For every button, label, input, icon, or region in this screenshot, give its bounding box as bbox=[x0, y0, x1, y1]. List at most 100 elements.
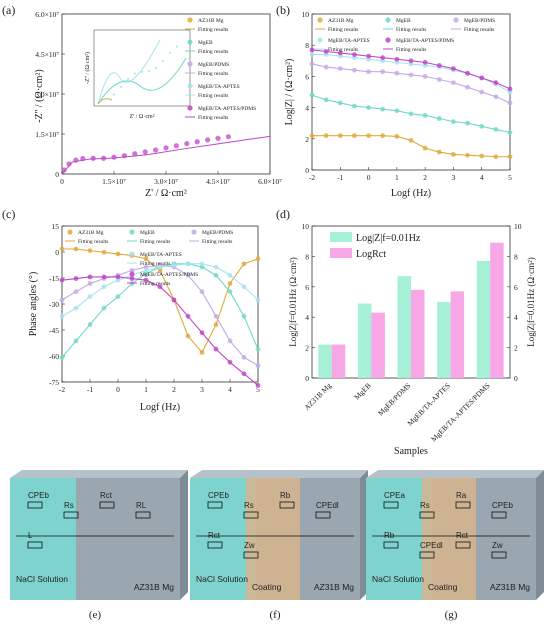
y-tick-label-right: 10 bbox=[514, 222, 522, 231]
series-point bbox=[59, 277, 65, 283]
legend-fit-label: Fitting results bbox=[198, 93, 228, 99]
series-point bbox=[394, 70, 400, 76]
block-top bbox=[366, 470, 544, 478]
legend-fit-label: Fitting results bbox=[198, 71, 228, 77]
legend-fit-label: Fitting results bbox=[198, 27, 228, 33]
series-point bbox=[87, 281, 93, 286]
legend-fit-label: Fitting results bbox=[140, 239, 170, 245]
x-tick-label: -1 bbox=[337, 173, 343, 182]
series-point bbox=[366, 69, 371, 75]
series-point bbox=[507, 86, 513, 92]
series-point bbox=[199, 350, 205, 355]
series-point bbox=[59, 313, 65, 319]
series-point bbox=[87, 322, 93, 327]
solution-label: NaCl Solution bbox=[372, 574, 424, 584]
series-point bbox=[408, 58, 414, 64]
panel-a-xlabel: Z' / Ω·cm² bbox=[145, 188, 187, 199]
circuit-element-label: CPEdl bbox=[420, 541, 443, 550]
y-tick-label: -60 bbox=[49, 352, 59, 361]
category-label: MgEB bbox=[352, 381, 373, 402]
bar-logz bbox=[357, 303, 372, 378]
legend-fit-label: Fitting results bbox=[198, 49, 228, 55]
block-top bbox=[190, 470, 368, 478]
series-point bbox=[73, 305, 79, 311]
series-point bbox=[465, 120, 470, 126]
legend-marker bbox=[385, 37, 391, 43]
series-point bbox=[143, 264, 149, 270]
y-tick-label: 3.0×10⁷ bbox=[35, 90, 59, 99]
legend-marker bbox=[187, 83, 193, 89]
bar-logrct bbox=[411, 289, 425, 378]
inset-curve bbox=[97, 98, 113, 105]
series-point bbox=[408, 111, 414, 117]
series-point bbox=[479, 75, 485, 81]
coating-label: Coating bbox=[428, 582, 458, 592]
series-point bbox=[213, 264, 219, 270]
solution-region bbox=[10, 478, 76, 600]
data-point bbox=[80, 155, 86, 162]
series-point bbox=[380, 55, 386, 61]
circuit-element-label: Rct bbox=[456, 531, 469, 540]
panel-c-label: (c) bbox=[2, 207, 15, 221]
series-point bbox=[101, 305, 107, 311]
circuit-label: (e) bbox=[89, 609, 102, 621]
panel-a-inset-ylabel: -Z'' / (Ω·cm²) bbox=[84, 52, 91, 84]
legend-label: MgEB/TA-APTES bbox=[198, 84, 240, 90]
series-point bbox=[227, 272, 233, 278]
x-tick-label: -1 bbox=[87, 385, 93, 394]
series-point bbox=[479, 123, 485, 129]
series-point bbox=[59, 297, 65, 303]
series-point bbox=[157, 284, 163, 290]
series-point bbox=[337, 100, 343, 106]
circuit-element bbox=[383, 501, 399, 509]
series-point bbox=[73, 289, 79, 295]
legend-label: MgEB/TA-APTES/PDMS bbox=[198, 106, 256, 112]
circuit-element bbox=[243, 511, 259, 519]
substrate-label: AZ31B Mg bbox=[314, 582, 354, 592]
inset-curve bbox=[97, 57, 187, 105]
legend-marker bbox=[385, 17, 391, 23]
circuit-element bbox=[419, 551, 435, 559]
legend-label: MgEB/TA-APTES bbox=[140, 252, 182, 258]
series-point bbox=[380, 133, 386, 139]
series-point bbox=[394, 108, 400, 114]
x-tick-label: 4 bbox=[480, 173, 484, 182]
series-point bbox=[199, 261, 205, 267]
panel-a-inset-xlabel: Z' / Ω·cm² bbox=[130, 114, 155, 120]
series-point bbox=[255, 297, 261, 303]
panel-d-ylabel-right: Log|Z|f=0.01Hz (Ω·cm²) bbox=[526, 257, 536, 347]
panel-b-xlabel: Logf (Hz) bbox=[391, 188, 431, 199]
series-point bbox=[366, 53, 371, 59]
series-point bbox=[213, 272, 219, 278]
series-point bbox=[171, 297, 177, 303]
series-point bbox=[422, 59, 428, 65]
series-point bbox=[115, 251, 121, 257]
series-point bbox=[185, 261, 191, 267]
series-point bbox=[309, 61, 315, 67]
legends: AZ31B Mg Fitting results MgEB Fitting resul… bbox=[65, 17, 495, 287]
series-point bbox=[185, 313, 191, 319]
series-point bbox=[323, 97, 329, 103]
bar-logz bbox=[318, 344, 332, 378]
data-point bbox=[184, 141, 190, 147]
data-point bbox=[121, 153, 127, 159]
series-point bbox=[199, 289, 205, 295]
legend-label: MgEB/TA-APTES/PDMS bbox=[140, 272, 198, 278]
series-point bbox=[493, 127, 499, 132]
series-point bbox=[227, 338, 233, 344]
substrate-label: AZ31B Mg bbox=[134, 582, 174, 592]
legend-label: MgEB/PDMS bbox=[198, 62, 229, 68]
legend-marker bbox=[317, 37, 323, 43]
data-point bbox=[66, 161, 72, 167]
panel-b-plot: -2 -1 0 1 2 3 4 5 0 2 4 6 8 10 bbox=[302, 10, 513, 182]
series-point bbox=[101, 249, 107, 255]
legend-marker bbox=[453, 17, 459, 23]
circuit-element-label: Rct bbox=[100, 491, 113, 500]
series-point bbox=[394, 134, 400, 139]
legend-label: MgEB/PDMS bbox=[202, 230, 233, 236]
x-tick-label: 5 bbox=[508, 173, 512, 182]
legend-label-logrct: LogRct bbox=[356, 249, 386, 260]
solution-label: NaCl Solution bbox=[16, 574, 68, 584]
